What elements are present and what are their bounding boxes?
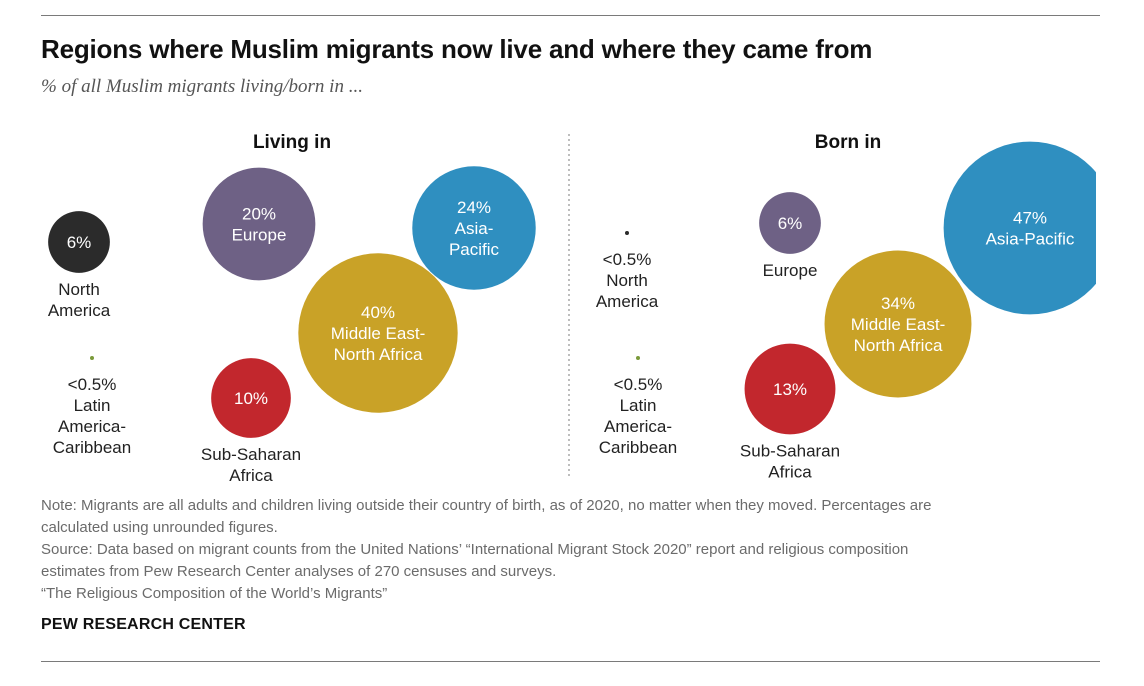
source-line-2: estimates from Pew Research Center analy… (41, 563, 557, 580)
born-in-north-america-value-label: <0.5% (603, 250, 652, 269)
born-in-sub-saharan-value-label: 13% (773, 380, 807, 399)
living-in-latin-america-region-label: Latin (74, 396, 111, 415)
born-in-asia-pacific-region-label: Asia-Pacific (986, 230, 1075, 249)
living-in-latin-america-region-label: Caribbean (53, 438, 131, 457)
born-in-mena-value-label: 34% (881, 294, 915, 313)
living-in-north-america-value-label: 6% (67, 233, 92, 252)
bottom-rule (41, 661, 1100, 662)
born-in-north-america-bubble (625, 231, 629, 235)
living-in-mena-bubble (298, 253, 458, 413)
born-in-sub-saharan-bubble (744, 343, 836, 435)
born-in-latin-america-value-label: <0.5% (614, 375, 663, 394)
living-in-europe-value-label: 20% (242, 205, 276, 224)
living-in-mena-region-label: North Africa (334, 345, 423, 364)
born-in-latin-america-bubble (636, 356, 640, 360)
living-in-latin-america-bubble (90, 356, 94, 360)
born-in-latin-america-region-label: Latin (620, 396, 657, 415)
living-in-europe-region-label: Europe (232, 226, 287, 245)
born-in-north-america-region-label: North (606, 271, 648, 290)
born-in-europe-bubble (759, 192, 821, 254)
living-in-title: Living in (253, 132, 331, 153)
living-in-mena-value-label: 40% (361, 303, 395, 322)
living-in-sub-saharan-region-label: Sub-Saharan (201, 445, 301, 464)
living-in-sub-saharan-value-label: 10% (234, 389, 268, 408)
note-line-1: Note: Migrants are all adults and childr… (41, 497, 932, 514)
born-in-europe-region-label: Europe (763, 261, 818, 280)
born-in-latin-america-region-label: America- (604, 417, 672, 436)
born-in-mena-region-label: North Africa (854, 336, 943, 355)
notes-block: Note: Migrants are all adults and childr… (41, 495, 1101, 605)
living-in-asia-pacific-bubble (412, 166, 536, 290)
living-in-mena-region-label: Middle East- (331, 324, 425, 343)
born-in-asia-pacific-bubble (943, 141, 1096, 315)
born-in-sub-saharan-region-label: Sub-Saharan (740, 441, 840, 460)
living-in-north-america-region-label: America (48, 301, 111, 320)
chart-subtitle: % of all Muslim migrants living/born in … (41, 76, 363, 97)
born-in-latin-america-region-label: Caribbean (599, 438, 677, 457)
living-in-sub-saharan-region-label: Africa (229, 466, 273, 485)
born-in-asia-pacific-value-label: 47% (1013, 209, 1047, 228)
living-in-north-america-bubble (48, 211, 110, 273)
born-in-north-america-region-label: America (596, 292, 659, 311)
living-in-latin-america-value-label: <0.5% (68, 375, 117, 394)
chart-title: Regions where Muslim migrants now live a… (41, 34, 873, 64)
living-in-asia-pacific-region-label: Asia- (455, 219, 494, 238)
source-line-1: Source: Data based on migrant counts fro… (41, 541, 909, 558)
living-in-europe-bubble (202, 167, 316, 281)
living-in-sub-saharan-bubble (211, 358, 291, 438)
living-in-asia-pacific-value-label: 24% (457, 198, 491, 217)
living-in-north-america-region-label: North (58, 280, 100, 299)
living-in-latin-america-region-label: America- (58, 417, 126, 436)
report-title: “The Religious Composition of the World’… (41, 585, 388, 602)
born-in-title: Born in (815, 132, 882, 153)
living-in-asia-pacific-region-label: Pacific (449, 240, 500, 259)
born-in-sub-saharan-region-label: Africa (768, 462, 812, 481)
born-in-europe-value-label: 6% (778, 214, 803, 233)
pew-logo-text: PEW RESEARCH CENTER (41, 616, 246, 633)
born-in-mena-region-label: Middle East- (851, 315, 945, 334)
top-rule (41, 15, 1100, 16)
born-in-mena-bubble (824, 250, 972, 398)
note-line-2: calculated using unrounded figures. (41, 519, 278, 536)
